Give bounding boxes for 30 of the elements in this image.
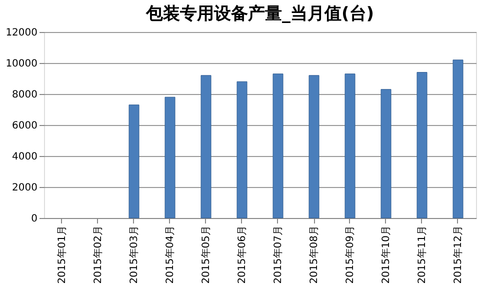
chart-title: 包装专用设备产量_当月值(台): [144, 4, 374, 24]
bar: [272, 74, 284, 218]
bar: [164, 96, 176, 218]
x-tick-label: 2015年09月: [344, 226, 356, 284]
y-tick-label: 0: [31, 214, 38, 224]
bar: [416, 72, 428, 218]
bar: [344, 74, 356, 218]
y-tick-label: 4000: [12, 152, 38, 162]
x-tick-label: 2015年08月: [308, 226, 320, 284]
x-tick-label: 2015年01月: [56, 226, 68, 284]
bar: [236, 81, 248, 218]
bar: [308, 75, 320, 218]
x-tick-label: 2015年05月: [200, 226, 212, 284]
y-tick-label: 6000: [12, 120, 38, 132]
y-tick-label: 8000: [12, 90, 38, 100]
bar: [380, 89, 392, 218]
bar: [128, 104, 140, 218]
bar: [452, 60, 464, 218]
x-tick-label: 2015年02月: [92, 226, 104, 284]
x-tick-label: 2015年07月: [272, 226, 284, 284]
y-tick-label: 12000: [6, 28, 38, 38]
y-tick-label: 2000: [12, 182, 38, 194]
x-tick-label: 2015年04月: [164, 226, 176, 284]
x-tick-label: 2015年12月: [452, 226, 464, 284]
y-tick-label: 10000: [6, 58, 38, 70]
x-tick-label: 2015年03月: [128, 226, 140, 284]
bar: [200, 75, 212, 218]
x-tick-label: 2015年06月: [236, 226, 248, 284]
x-tick-label: 2015年10月: [380, 226, 392, 284]
x-tick-label: 2015年11月: [416, 226, 428, 284]
